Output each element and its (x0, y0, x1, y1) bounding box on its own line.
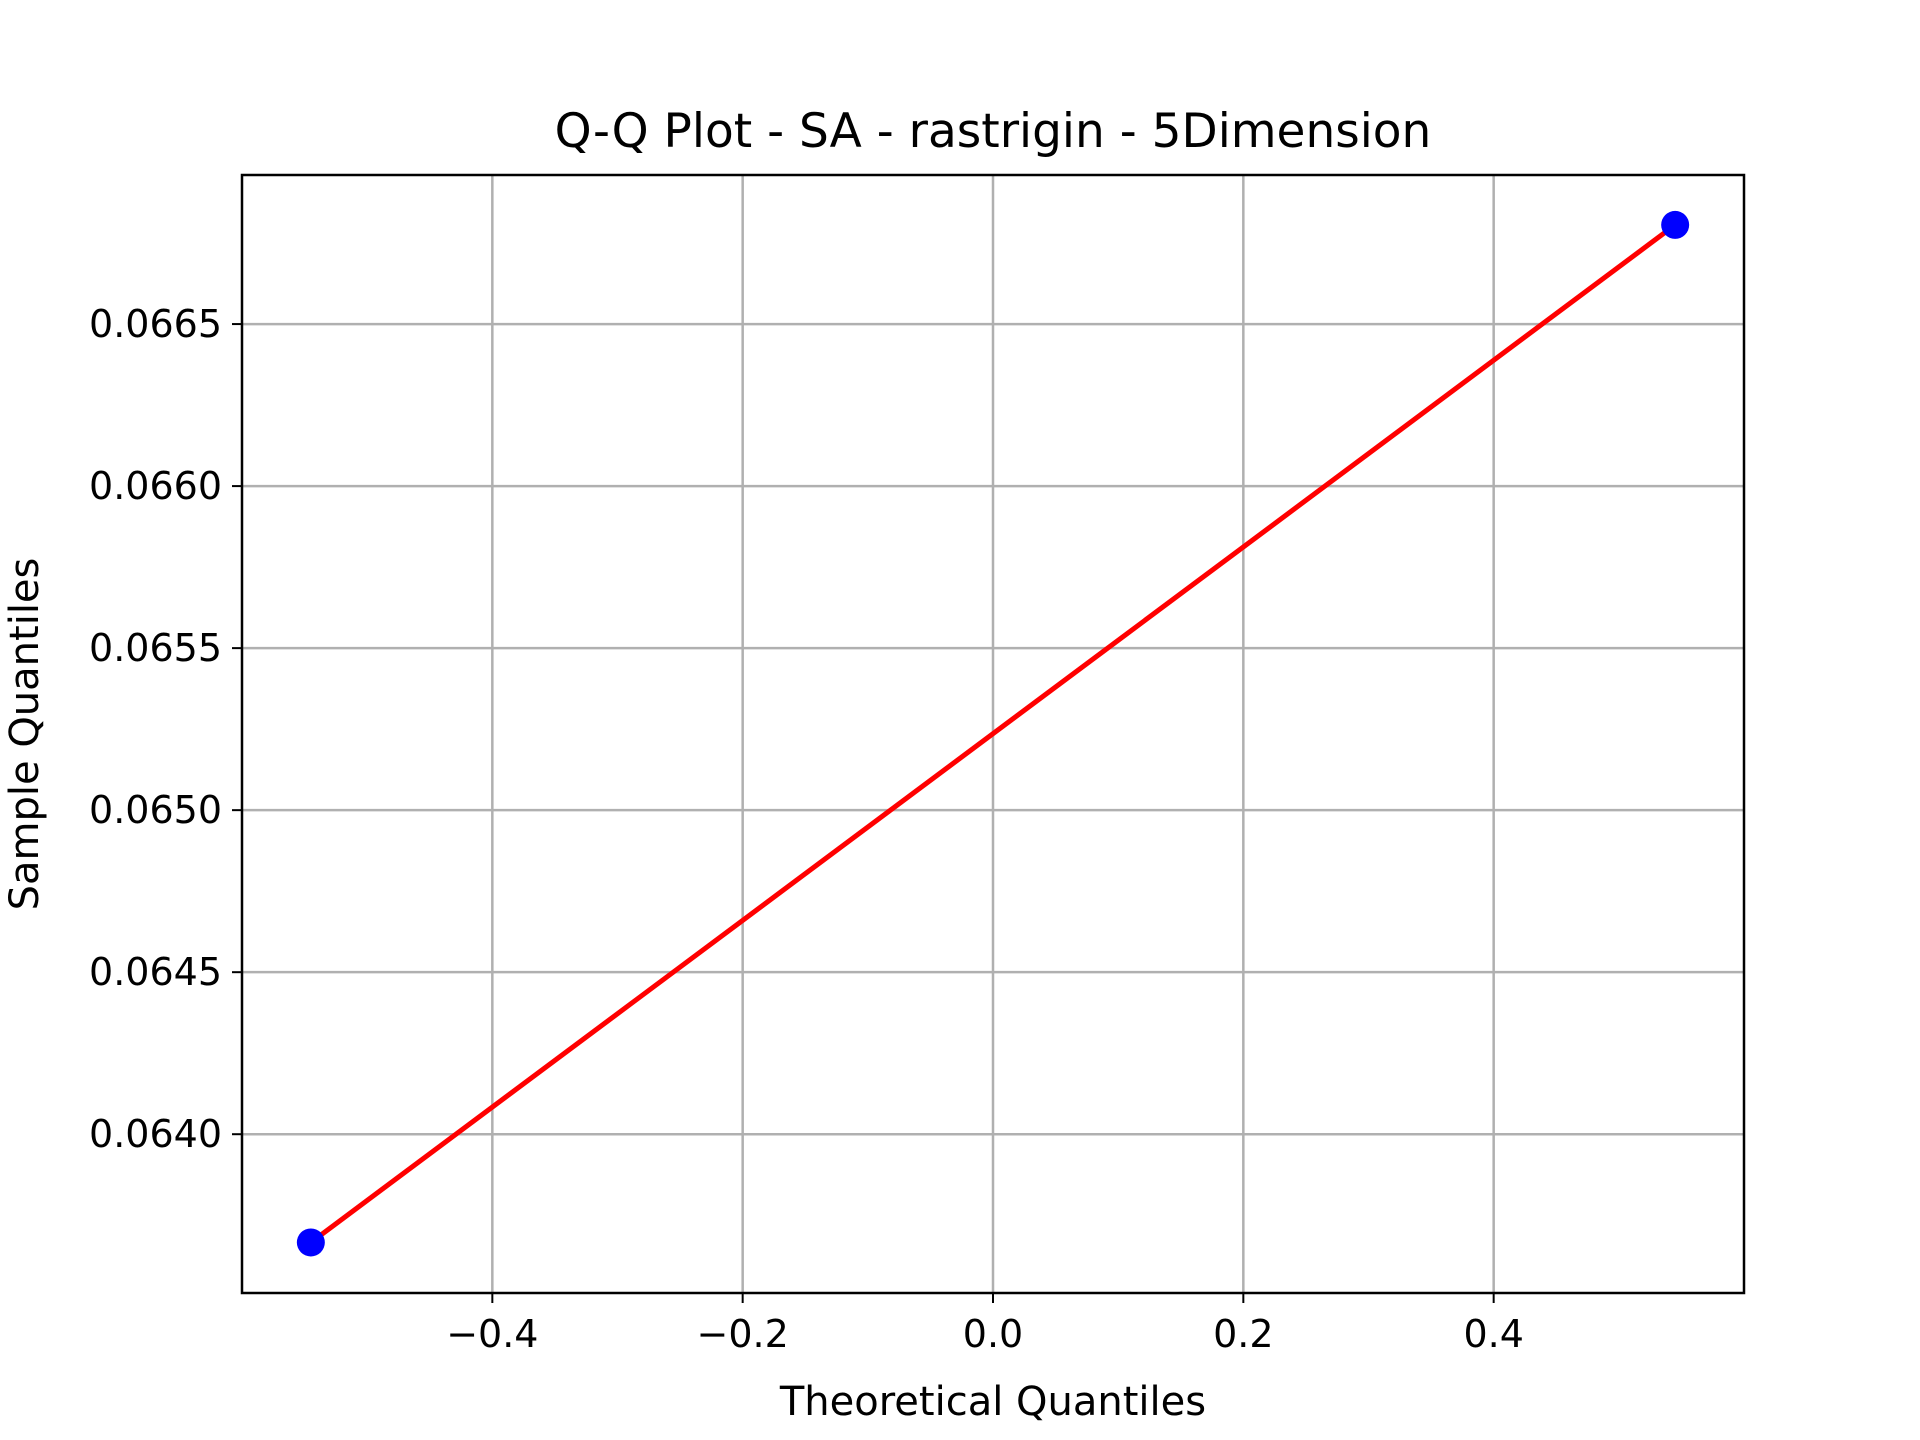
y-tick-label: 0.0660 (89, 464, 222, 508)
tick-layer: −0.4 −0.2 0.0 0.2 0.4 0.0640 0.0645 0.0650 0.065… (89, 302, 1524, 1356)
y-axis-title: Sample Quantiles (2, 558, 48, 911)
y-tick-label: 0.0650 (89, 788, 222, 832)
data-layer (296, 210, 1690, 1257)
sample-point (296, 1228, 325, 1257)
x-tick-label: 0.2 (1213, 1312, 1273, 1356)
x-tick-label: 0.4 (1463, 1312, 1523, 1356)
grid-layer (242, 175, 1744, 1293)
y-tick-label: 0.0665 (89, 302, 222, 346)
fit-line (309, 222, 1677, 1245)
x-tick-label: −0.2 (697, 1312, 789, 1356)
y-tick-label: 0.0655 (89, 626, 222, 670)
chart-title: Q-Q Plot - SA - rastrigin - 5Dimension (555, 104, 1432, 159)
sample-point (1661, 210, 1690, 239)
x-tick-label: −0.4 (446, 1312, 538, 1356)
y-tick-label: 0.0645 (89, 950, 222, 994)
x-axis-title: Theoretical Quantiles (779, 1379, 1206, 1425)
x-tick-label: 0.0 (963, 1312, 1023, 1356)
y-tick-label: 0.0640 (89, 1112, 222, 1156)
